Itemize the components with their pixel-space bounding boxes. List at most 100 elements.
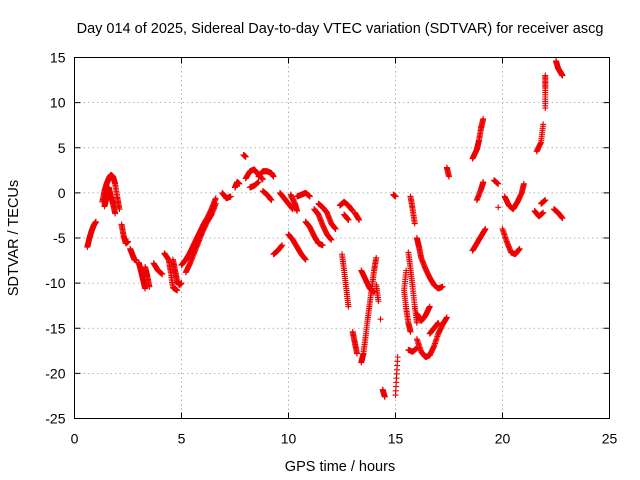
y-tick-label: -10 — [45, 275, 65, 291]
data-point — [413, 319, 420, 326]
data-point — [212, 195, 219, 202]
data-segment — [553, 58, 566, 79]
data-segment — [341, 211, 352, 223]
data-point — [373, 254, 380, 261]
data-point — [328, 236, 335, 243]
data-segment — [336, 198, 356, 214]
y-axis-label: SDTVAR / TECUs — [6, 180, 22, 296]
data-point — [353, 350, 360, 357]
data-point — [446, 173, 452, 180]
data-segment — [405, 249, 420, 326]
data-segment — [232, 179, 243, 191]
data-point — [294, 207, 301, 214]
data-point — [542, 197, 549, 204]
data-segment — [401, 267, 414, 335]
data-point — [116, 206, 123, 213]
data-point — [356, 216, 363, 223]
data-segment — [499, 225, 523, 258]
data-point — [495, 180, 502, 187]
data-points — [84, 58, 566, 400]
data-segment — [407, 193, 418, 227]
data-segment — [392, 354, 401, 399]
data-segment — [377, 316, 384, 323]
y-tick-label: 15 — [50, 50, 66, 66]
data-segment — [294, 189, 313, 200]
y-tick-label: -5 — [53, 230, 66, 246]
data-point — [540, 121, 547, 128]
data-point — [159, 271, 166, 278]
y-tick-label: -15 — [45, 320, 65, 336]
data-segment — [246, 179, 262, 191]
y-tick-label: 10 — [50, 95, 66, 111]
data-point — [259, 176, 266, 183]
data-point — [242, 153, 249, 160]
data-segment — [443, 164, 452, 180]
x-tick-label: 20 — [495, 431, 511, 447]
data-point — [125, 238, 131, 245]
data-point — [236, 180, 243, 187]
data-point — [112, 210, 119, 217]
data-segment — [349, 328, 360, 357]
data-point — [540, 209, 547, 216]
data-point — [495, 204, 502, 211]
data-segment — [469, 115, 487, 162]
data-point — [178, 280, 185, 287]
data-segment — [469, 225, 489, 254]
data-segment — [182, 200, 219, 276]
data-point — [542, 72, 549, 79]
data-point — [480, 179, 487, 186]
data-segment — [531, 207, 547, 220]
data-point — [377, 316, 384, 323]
data-segment — [413, 235, 446, 292]
data-segment — [240, 151, 249, 160]
data-point — [306, 193, 313, 200]
data-point — [319, 242, 326, 249]
data-point — [480, 115, 487, 122]
data-point — [279, 242, 286, 249]
data-segment — [490, 177, 502, 187]
data-point — [482, 225, 489, 232]
x-tick-label: 15 — [388, 431, 404, 447]
data-point — [302, 256, 309, 263]
data-segment — [118, 221, 131, 247]
data-segment — [351, 209, 363, 223]
x-tick-label: 25 — [602, 431, 618, 447]
data-segment — [135, 259, 149, 292]
data-point — [268, 197, 275, 204]
data-point — [443, 314, 450, 321]
data-segment — [339, 251, 352, 310]
data-segment — [219, 189, 234, 202]
data-segment — [127, 245, 140, 264]
x-axis-label: GPS time / hours — [285, 459, 395, 475]
x-tick-label: 5 — [178, 431, 186, 447]
data-segment — [413, 314, 450, 361]
data-point — [559, 215, 566, 222]
data-point — [407, 328, 414, 335]
data-point — [392, 193, 399, 200]
data-segment — [285, 231, 309, 263]
grid-lines — [74, 57, 610, 419]
data-segment — [101, 184, 119, 217]
y-tick-label: -20 — [45, 365, 65, 381]
data-segment — [302, 218, 326, 249]
data-segment — [495, 204, 502, 211]
data-segment — [533, 121, 547, 155]
data-segment — [413, 303, 433, 325]
data-point — [439, 283, 446, 290]
data-point — [332, 225, 339, 232]
data-point — [174, 287, 181, 294]
data-segment — [473, 179, 487, 204]
data-segment — [550, 206, 566, 222]
data-point — [426, 303, 433, 310]
data-point — [516, 245, 523, 252]
data-segment — [276, 189, 296, 213]
data-segment — [142, 263, 153, 290]
data-point — [394, 354, 401, 361]
data-point — [411, 220, 418, 227]
data-segment — [259, 188, 275, 204]
y-tick-label: 0 — [58, 185, 66, 201]
chart-title: Day 014 of 2025, Sidereal Day-to-day VTE… — [77, 21, 604, 37]
data-point — [435, 319, 442, 326]
data-point — [255, 179, 262, 186]
data-segment — [538, 197, 549, 207]
